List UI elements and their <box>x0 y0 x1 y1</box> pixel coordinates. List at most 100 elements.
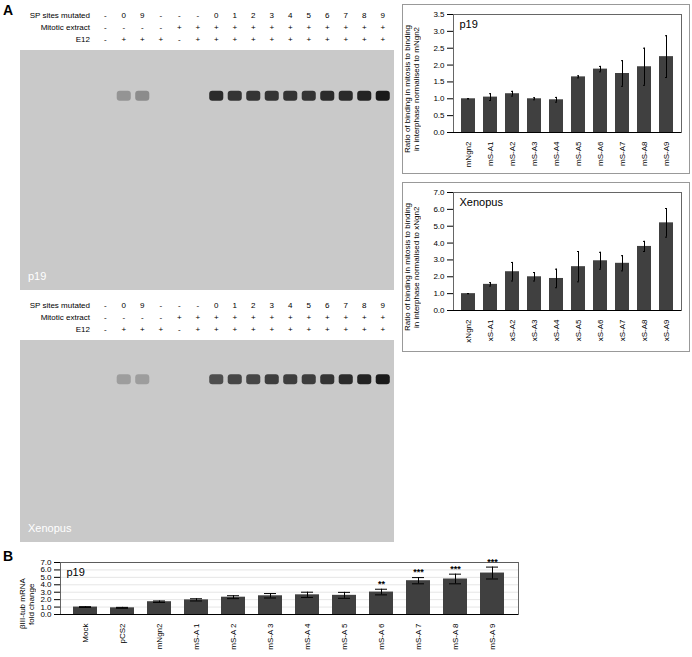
svg-text:+: + <box>269 313 274 322</box>
svg-text:+: + <box>195 313 200 322</box>
svg-text:Xenopus: Xenopus <box>460 196 504 208</box>
svg-text:2.0: 2.0 <box>433 272 445 281</box>
svg-text:+: + <box>121 325 126 334</box>
svg-text:+: + <box>177 313 182 322</box>
svg-text:p19: p19 <box>28 270 46 282</box>
svg-text:3.0: 3.0 <box>433 27 445 36</box>
svg-text:mS-A2: mS-A2 <box>508 141 517 166</box>
svg-text:6: 6 <box>325 11 330 20</box>
svg-text:5: 5 <box>307 301 312 310</box>
svg-text:mS-A5: mS-A5 <box>574 141 583 166</box>
svg-text:-: - <box>122 313 125 322</box>
svg-text:xS-A3: xS-A3 <box>530 319 539 341</box>
svg-text:+: + <box>269 325 274 334</box>
svg-text:mS-A8: mS-A8 <box>640 141 649 166</box>
svg-text:-: - <box>104 23 107 32</box>
svg-text:+: + <box>121 35 126 44</box>
svg-text:+: + <box>343 325 348 334</box>
svg-text:0.0: 0.0 <box>433 128 445 137</box>
svg-text:-: - <box>159 313 162 322</box>
svg-text:+: + <box>140 325 145 334</box>
svg-text:+: + <box>214 35 219 44</box>
svg-text:+: + <box>158 35 163 44</box>
svg-text:7.0: 7.0 <box>40 558 52 567</box>
svg-text:-: - <box>104 325 107 334</box>
svg-text:-: - <box>196 301 199 310</box>
svg-text:pCS2: pCS2 <box>118 623 127 644</box>
svg-text:+: + <box>251 23 256 32</box>
svg-text:E12: E12 <box>76 35 91 44</box>
svg-text:3.5: 3.5 <box>433 10 445 19</box>
svg-text:5: 5 <box>307 11 312 20</box>
svg-text:+: + <box>343 35 348 44</box>
svg-text:+: + <box>325 313 330 322</box>
svg-text:+: + <box>362 325 367 334</box>
svg-text:+: + <box>269 35 274 44</box>
svg-text:mS-A6: mS-A6 <box>596 141 605 166</box>
svg-text:0.0: 0.0 <box>433 306 445 315</box>
svg-text:xS-A7: xS-A7 <box>618 319 627 341</box>
svg-text:-: - <box>159 11 162 20</box>
svg-text:1: 1 <box>233 11 238 20</box>
svg-text:+: + <box>380 23 385 32</box>
svg-text:+: + <box>251 35 256 44</box>
svg-text:5.0: 5.0 <box>433 222 445 231</box>
svg-text:SP sites mutated: SP sites mutated <box>30 301 90 310</box>
svg-text:+: + <box>325 35 330 44</box>
svg-text:mS-A 5: mS-A 5 <box>340 623 349 650</box>
svg-text:+: + <box>343 23 348 32</box>
svg-text:8: 8 <box>362 301 367 310</box>
svg-text:+: + <box>362 35 367 44</box>
svg-text:2: 2 <box>251 301 256 310</box>
svg-text:+: + <box>158 325 163 334</box>
svg-text:mNgn2: mNgn2 <box>464 141 473 167</box>
svg-text:-: - <box>141 313 144 322</box>
svg-text:mS-A3: mS-A3 <box>530 141 539 166</box>
svg-text:8: 8 <box>362 11 367 20</box>
svg-text:xS-A9: xS-A9 <box>662 319 671 341</box>
svg-text:-: - <box>178 325 181 334</box>
svg-text:mS-A 7: mS-A 7 <box>414 623 423 650</box>
svg-text:mS-A7: mS-A7 <box>618 141 627 166</box>
svg-text:7.0: 7.0 <box>433 188 445 197</box>
svg-text:mS-A 1: mS-A 1 <box>192 623 201 650</box>
svg-text:p19: p19 <box>67 566 85 578</box>
svg-text:mS-A 8: mS-A 8 <box>451 623 460 650</box>
svg-text:1.0: 1.0 <box>433 94 445 103</box>
svg-text:+: + <box>251 313 256 322</box>
svg-text:Mitotic extract: Mitotic extract <box>41 313 91 322</box>
svg-text:4: 4 <box>288 301 293 310</box>
svg-text:0: 0 <box>214 301 219 310</box>
svg-text:mS-A 3: mS-A 3 <box>266 623 275 650</box>
svg-text:-: - <box>104 11 107 20</box>
svg-text:+: + <box>380 35 385 44</box>
svg-text:2.5: 2.5 <box>433 44 445 53</box>
svg-text:+: + <box>177 23 182 32</box>
svg-text:**: ** <box>378 579 386 589</box>
svg-text:Mitotic extract: Mitotic extract <box>41 23 91 32</box>
svg-text:7: 7 <box>344 11 349 20</box>
svg-text:+: + <box>288 313 293 322</box>
svg-text:2: 2 <box>251 11 256 20</box>
svg-text:mS-A 4: mS-A 4 <box>303 623 312 650</box>
svg-text:+: + <box>306 313 311 322</box>
svg-text:-: - <box>104 313 107 322</box>
svg-text:mS-A 9: mS-A 9 <box>488 623 497 650</box>
svg-text:+: + <box>232 325 237 334</box>
svg-text:0: 0 <box>214 11 219 20</box>
svg-text:+: + <box>306 325 311 334</box>
svg-text:+: + <box>380 325 385 334</box>
svg-text:E12: E12 <box>76 325 91 334</box>
svg-text:+: + <box>214 313 219 322</box>
svg-text:9: 9 <box>140 11 145 20</box>
svg-text:***: *** <box>413 567 424 577</box>
svg-text:xNgn2: xNgn2 <box>464 319 473 343</box>
svg-text:4: 4 <box>288 11 293 20</box>
svg-text:9: 9 <box>381 301 386 310</box>
svg-text:3: 3 <box>270 11 275 20</box>
svg-text:+: + <box>362 313 367 322</box>
svg-text:+: + <box>195 23 200 32</box>
svg-text:-: - <box>104 301 107 310</box>
svg-text:+: + <box>214 325 219 334</box>
svg-text:+: + <box>288 325 293 334</box>
